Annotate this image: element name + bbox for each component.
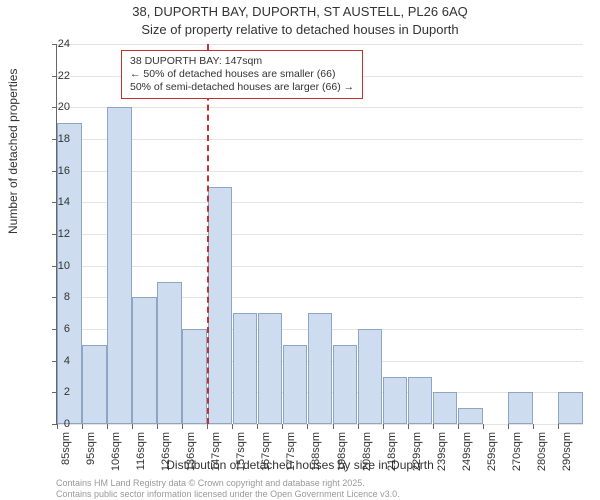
gridline [57, 107, 583, 108]
y-tick-label: 4 [42, 355, 70, 367]
x-tick-mark [107, 424, 108, 429]
y-tick-label: 14 [42, 196, 70, 208]
x-tick-mark [558, 424, 559, 429]
x-tick-label: 188sqm [310, 432, 322, 492]
histogram-bar [82, 345, 107, 424]
histogram-bar [433, 392, 458, 424]
x-tick-label: 126sqm [160, 432, 172, 492]
x-tick-mark [358, 424, 359, 429]
x-tick-label: 157sqm [235, 432, 247, 492]
x-tick-mark [458, 424, 459, 429]
annotation-line-2: ← 50% of detached houses are smaller (66… [130, 68, 354, 81]
x-tick-label: 218sqm [386, 432, 398, 492]
histogram-bar [408, 377, 433, 425]
x-tick-label: 147sqm [210, 432, 222, 492]
y-tick-label: 20 [42, 101, 70, 113]
x-tick-label: 280sqm [536, 432, 548, 492]
x-tick-label: 249sqm [461, 432, 473, 492]
y-tick-label: 24 [42, 38, 70, 50]
x-tick-label: 116sqm [135, 432, 147, 492]
y-tick-label: 0 [42, 418, 70, 430]
y-tick-label: 12 [42, 228, 70, 240]
x-tick-label: 229sqm [411, 432, 423, 492]
gridline [57, 171, 583, 172]
x-tick-mark [182, 424, 183, 429]
histogram-bar [157, 282, 182, 425]
gridline [57, 234, 583, 235]
y-tick-label: 2 [42, 386, 70, 398]
x-tick-mark [533, 424, 534, 429]
x-tick-mark [307, 424, 308, 429]
x-tick-mark [508, 424, 509, 429]
x-tick-label: 198sqm [336, 432, 348, 492]
x-tick-mark [82, 424, 83, 429]
x-tick-label: 136sqm [185, 432, 197, 492]
histogram-bar [458, 408, 483, 424]
histogram-bar [233, 313, 258, 424]
x-tick-mark [483, 424, 484, 429]
gridline [57, 202, 583, 203]
chart-container: 38, DUPORTH BAY, DUPORTH, ST AUSTELL, PL… [0, 0, 600, 500]
x-tick-mark [232, 424, 233, 429]
gridline [57, 44, 583, 45]
x-tick-label: 106sqm [110, 432, 122, 492]
x-tick-mark [383, 424, 384, 429]
histogram-bar [383, 377, 408, 425]
y-axis-label: Number of detached properties [6, 69, 20, 234]
gridline [57, 424, 583, 425]
histogram-bar [558, 392, 583, 424]
footnote-2: Contains public sector information licen… [56, 489, 400, 499]
histogram-bar [333, 345, 358, 424]
histogram-bar [308, 313, 333, 424]
x-tick-label: 239sqm [436, 432, 448, 492]
x-tick-mark [207, 424, 208, 429]
histogram-bar [208, 187, 233, 425]
x-tick-mark [433, 424, 434, 429]
plot-area: 38 DUPORTH BAY: 147sqm ← 50% of detached… [56, 44, 583, 425]
histogram-bar [107, 107, 132, 424]
gridline [57, 266, 583, 267]
histogram-bar [132, 297, 157, 424]
y-tick-label: 16 [42, 165, 70, 177]
x-tick-mark [282, 424, 283, 429]
chart-title-main: 38, DUPORTH BAY, DUPORTH, ST AUSTELL, PL… [0, 4, 600, 19]
x-tick-mark [132, 424, 133, 429]
y-tick-label: 8 [42, 291, 70, 303]
y-tick-label: 6 [42, 323, 70, 335]
histogram-bar [258, 313, 283, 424]
x-tick-label: 177sqm [285, 432, 297, 492]
histogram-bar [283, 345, 308, 424]
x-tick-label: 208sqm [361, 432, 373, 492]
x-tick-label: 290sqm [561, 432, 573, 492]
x-tick-label: 259sqm [486, 432, 498, 492]
annotation-box: 38 DUPORTH BAY: 147sqm ← 50% of detached… [121, 50, 363, 99]
x-tick-label: 95sqm [85, 432, 97, 492]
x-tick-label: 85sqm [60, 432, 72, 492]
x-tick-mark [257, 424, 258, 429]
annotation-line-3: 50% of semi-detached houses are larger (… [130, 81, 354, 94]
histogram-bar [358, 329, 383, 424]
x-tick-mark [157, 424, 158, 429]
y-tick-label: 10 [42, 260, 70, 272]
y-tick-label: 22 [42, 70, 70, 82]
y-tick-label: 18 [42, 133, 70, 145]
gridline [57, 139, 583, 140]
annotation-line-1: 38 DUPORTH BAY: 147sqm [130, 55, 354, 68]
histogram-bar [182, 329, 207, 424]
x-tick-mark [333, 424, 334, 429]
histogram-bar [508, 392, 533, 424]
chart-title-sub: Size of property relative to detached ho… [0, 22, 600, 37]
x-tick-label: 167sqm [260, 432, 272, 492]
x-tick-label: 270sqm [511, 432, 523, 492]
x-tick-mark [408, 424, 409, 429]
